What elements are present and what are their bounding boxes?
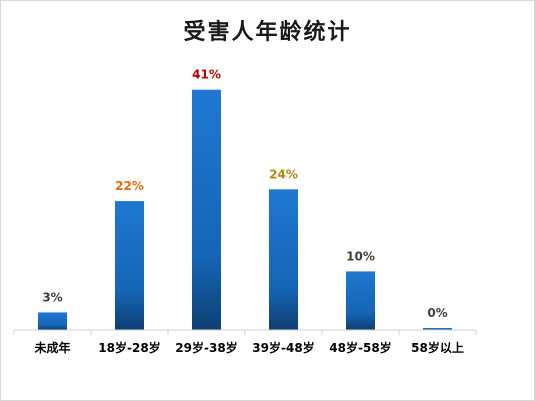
x-tick-label: 58岁以上: [411, 340, 464, 355]
x-tick-label: 29岁-38岁: [175, 340, 237, 355]
x-tick-label: 48岁-58岁: [329, 340, 391, 355]
bar: [115, 201, 144, 330]
bar: [346, 271, 375, 330]
x-tick-label: 39岁-48岁: [252, 340, 314, 355]
bar: [269, 189, 298, 330]
bar: [192, 89, 221, 330]
bar: [38, 312, 67, 330]
data-label: 10%: [346, 249, 375, 263]
chart-title: 受害人年龄统计: [183, 19, 352, 45]
data-label: 24%: [269, 167, 298, 181]
data-label: 41%: [192, 68, 221, 82]
x-tick-label: 18岁-28岁: [98, 340, 160, 355]
bar: [423, 328, 452, 330]
x-tick-label: 未成年: [33, 340, 70, 355]
data-label: 22%: [115, 179, 144, 193]
data-label: 0%: [427, 306, 447, 320]
data-label: 3%: [42, 290, 62, 304]
